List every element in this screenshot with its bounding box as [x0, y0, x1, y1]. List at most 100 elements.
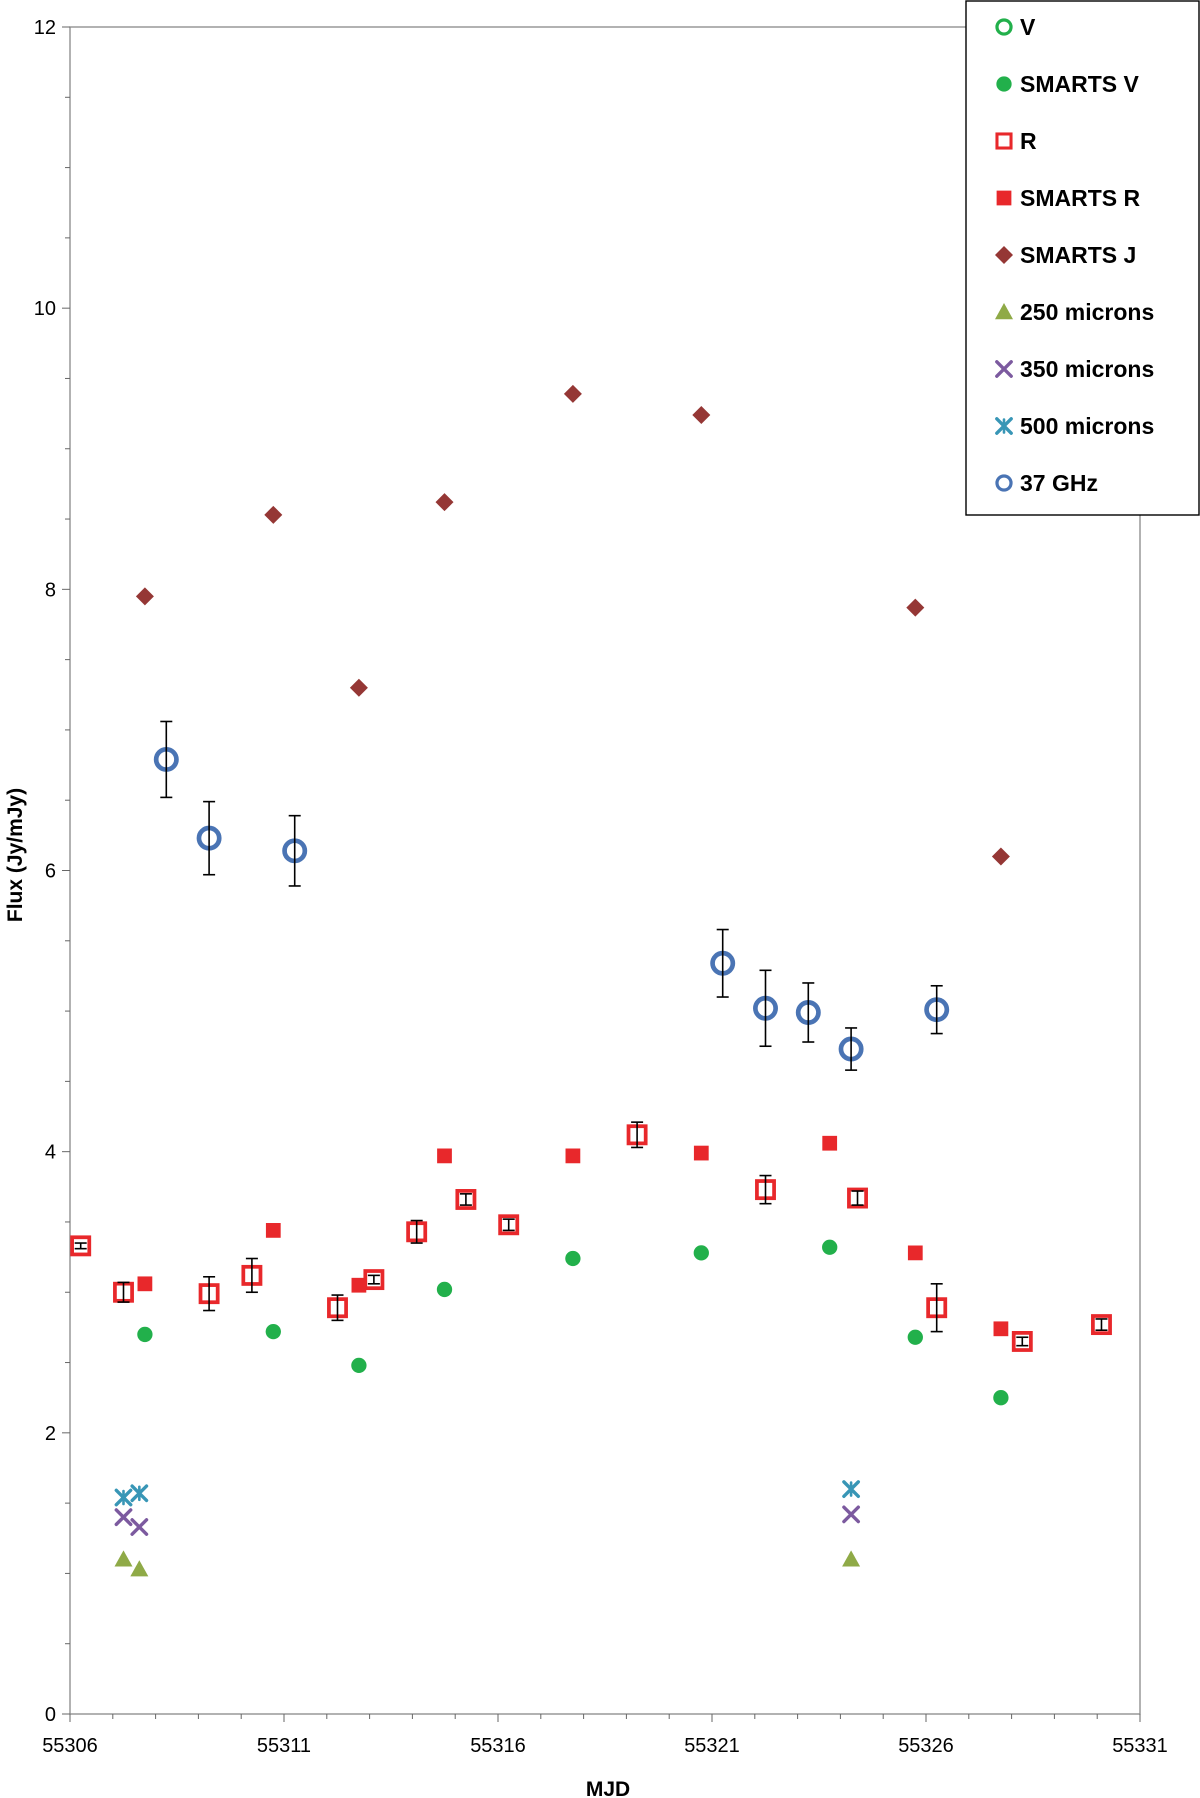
error-bar	[74, 1242, 87, 1250]
data-point	[351, 1277, 367, 1293]
error-bar	[459, 1193, 472, 1206]
error-bar	[1016, 1336, 1029, 1347]
error-bar	[331, 1294, 344, 1322]
error-bar	[288, 814, 301, 887]
legend-marker	[995, 360, 1013, 378]
series-r	[70, 1121, 1112, 1352]
legend-label: 500 microns	[1020, 413, 1154, 439]
series-350-microns	[114, 1505, 860, 1536]
data-point	[135, 587, 154, 606]
legend-label: V	[1020, 14, 1036, 40]
x-tick-label: 55321	[684, 1735, 740, 1757]
series-smarts-v	[137, 1239, 1009, 1406]
legend-marker	[996, 76, 1012, 92]
data-point	[114, 1550, 133, 1567]
y-axis-title: Flux (Jy/mJy)	[4, 788, 27, 922]
y-tick-label: 2	[45, 1423, 56, 1445]
data-point	[842, 1480, 860, 1498]
legend-item-smarts-j: SMARTS J	[995, 242, 1136, 268]
legend-item-smarts-v: SMARTS V	[996, 71, 1140, 97]
y-tick-label: 0	[45, 1704, 56, 1726]
data-point	[265, 1323, 281, 1340]
error-bar	[117, 1281, 130, 1303]
data-point	[114, 1508, 133, 1527]
data-point	[822, 1239, 838, 1255]
error-bar	[716, 928, 729, 998]
y-tick-label: 6	[45, 861, 56, 883]
data-point	[1011, 1331, 1033, 1352]
error-bar	[245, 1257, 258, 1294]
y-tick-label: 12	[34, 17, 56, 39]
legend-item-smarts-r: SMARTS R	[996, 185, 1141, 211]
error-bar	[802, 982, 815, 1043]
error-bar	[367, 1274, 380, 1285]
data-point	[842, 1505, 860, 1524]
error-bar	[631, 1121, 644, 1149]
legend-label: 350 microns	[1020, 356, 1154, 382]
data-point	[114, 1488, 133, 1507]
data-point	[822, 1135, 838, 1151]
data-point	[137, 1326, 153, 1343]
data-point	[842, 1550, 861, 1567]
error-bar	[203, 1275, 216, 1312]
legend-item-37-ghz: 37 GHz	[995, 470, 1098, 496]
data-point	[130, 1484, 149, 1503]
data-point	[991, 847, 1010, 866]
legend-item-350-microns: 350 microns	[995, 356, 1154, 382]
data-point	[907, 1245, 923, 1261]
error-bar	[203, 800, 216, 876]
legend-item-500-microns: 500 microns	[995, 413, 1154, 439]
x-tick-label: 55326	[898, 1735, 954, 1757]
legend-label: SMARTS J	[1020, 242, 1136, 268]
data-point	[265, 1223, 281, 1238]
x-axis: 55306 55311 55316 55321 55326 55331	[42, 1714, 1168, 1757]
series-250-microns	[114, 1550, 861, 1577]
data-point	[693, 1245, 709, 1261]
legend-marker	[995, 417, 1013, 435]
error-bar	[845, 1027, 858, 1071]
error-bar	[502, 1218, 515, 1232]
data-point	[692, 406, 711, 425]
x-tick-label: 55306	[42, 1735, 98, 1757]
legend-marker	[996, 190, 1012, 206]
data-point	[563, 384, 582, 403]
data-point	[264, 505, 283, 524]
y-axis: 0 2 4 6 8 10 12	[34, 17, 70, 1726]
data-point	[349, 678, 368, 697]
series-smarts-r	[137, 1135, 1009, 1337]
legend-label: R	[1020, 128, 1037, 154]
x-tick-label: 55311	[257, 1735, 311, 1757]
y-tick-label: 8	[45, 579, 56, 601]
data-point	[498, 1214, 520, 1236]
legend-label: SMARTS R	[1020, 185, 1141, 211]
data-point	[130, 1518, 149, 1536]
error-bar	[930, 984, 943, 1035]
data-point	[437, 1148, 452, 1164]
legend-marker	[995, 18, 1013, 36]
x-tick-label: 55331	[1112, 1735, 1168, 1757]
legend-item-250-microns: 250 microns	[995, 299, 1154, 325]
y-tick-label: 10	[34, 298, 56, 320]
legend-label: 37 GHz	[1020, 470, 1098, 496]
data-point	[993, 1390, 1009, 1406]
data-point	[993, 1321, 1009, 1337]
legend-label: 250 microns	[1020, 299, 1154, 325]
x-axis-title: MJD	[586, 1778, 630, 1798]
legend-marker	[995, 474, 1013, 492]
data-point	[907, 1329, 923, 1345]
legend: V SMARTS V R SMARTS R SMARTS J 250 microns 350…	[965, 0, 1200, 516]
series-smarts-j	[135, 384, 1010, 866]
data-point	[70, 1235, 92, 1257]
error-bar	[851, 1190, 864, 1206]
data-point	[351, 1357, 367, 1374]
error-bar	[1095, 1318, 1108, 1332]
series-500-microns	[114, 1480, 860, 1507]
error-bar	[759, 1174, 772, 1205]
y-tick-label: 4	[45, 1142, 56, 1164]
data-point	[130, 1560, 149, 1577]
series-37-ghz	[153, 720, 950, 1071]
error-bar	[759, 969, 772, 1048]
data-point	[693, 1145, 709, 1161]
legend-marker	[995, 132, 1013, 150]
